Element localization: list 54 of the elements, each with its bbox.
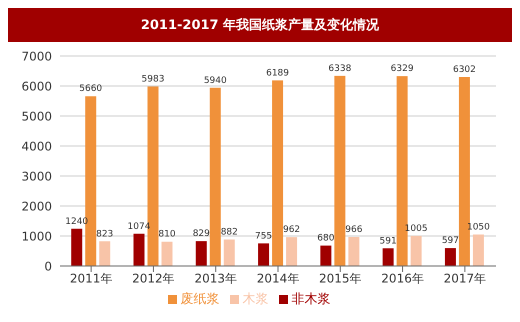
y-tick-label: 3000 bbox=[21, 169, 52, 184]
data-label: 5983 bbox=[142, 74, 164, 85]
bar bbox=[458, 76, 470, 266]
data-label: 680 bbox=[317, 234, 335, 244]
x-tick-label: 2013年 bbox=[194, 272, 237, 286]
bar bbox=[382, 248, 394, 266]
x-tick-label: 2012年 bbox=[132, 272, 175, 286]
data-label: 591 bbox=[380, 236, 397, 246]
legend-label: 废纸浆 bbox=[180, 292, 220, 307]
bar bbox=[210, 88, 221, 266]
y-tick-label: 0 bbox=[44, 259, 52, 274]
bar bbox=[410, 236, 422, 266]
y-tick-label: 4000 bbox=[21, 139, 52, 154]
bar bbox=[258, 243, 270, 266]
y-tick-label: 2000 bbox=[21, 199, 52, 214]
bar bbox=[133, 234, 144, 266]
bar bbox=[196, 241, 207, 266]
bar bbox=[334, 76, 346, 266]
data-label: 823 bbox=[96, 229, 114, 240]
x-tick-label: 2016年 bbox=[381, 272, 424, 286]
bar bbox=[161, 242, 172, 266]
data-label: 6302 bbox=[452, 64, 476, 75]
bar bbox=[71, 228, 82, 266]
y-tick-label: 1000 bbox=[21, 229, 52, 244]
bar bbox=[320, 246, 332, 266]
x-tick-label: 2011年 bbox=[70, 272, 112, 286]
bar bbox=[224, 240, 235, 266]
data-label: 6338 bbox=[328, 64, 352, 74]
bar bbox=[444, 248, 456, 266]
bar bbox=[272, 80, 284, 266]
bar bbox=[348, 237, 360, 266]
x-tick-label: 2017年 bbox=[444, 272, 486, 286]
data-label: 962 bbox=[282, 225, 300, 236]
y-tick-label: 5000 bbox=[21, 109, 52, 124]
data-label: 829 bbox=[192, 229, 210, 240]
x-tick-label: 2015年 bbox=[319, 272, 362, 286]
y-tick-label: 6000 bbox=[21, 79, 52, 94]
bar bbox=[286, 237, 298, 266]
data-label: 6329 bbox=[390, 64, 414, 74]
chart-title: 2011-2017 年我国纸浆产量及变化情况 bbox=[8, 8, 512, 42]
data-label: 755 bbox=[254, 231, 272, 242]
bar bbox=[99, 241, 110, 266]
legend-label: 木浆 bbox=[242, 292, 268, 307]
y-tick-label: 7000 bbox=[21, 49, 52, 64]
data-label: 6189 bbox=[266, 68, 290, 78]
data-label: 597 bbox=[442, 236, 460, 246]
data-label: 5660 bbox=[79, 84, 102, 94]
bar bbox=[472, 234, 484, 266]
data-label: 882 bbox=[220, 228, 238, 238]
data-label: 966 bbox=[345, 225, 363, 236]
data-label: 810 bbox=[158, 230, 176, 240]
data-label: 5940 bbox=[204, 76, 228, 86]
legend-label: 非木浆 bbox=[292, 292, 330, 307]
x-tick-label: 2014年 bbox=[256, 272, 300, 286]
